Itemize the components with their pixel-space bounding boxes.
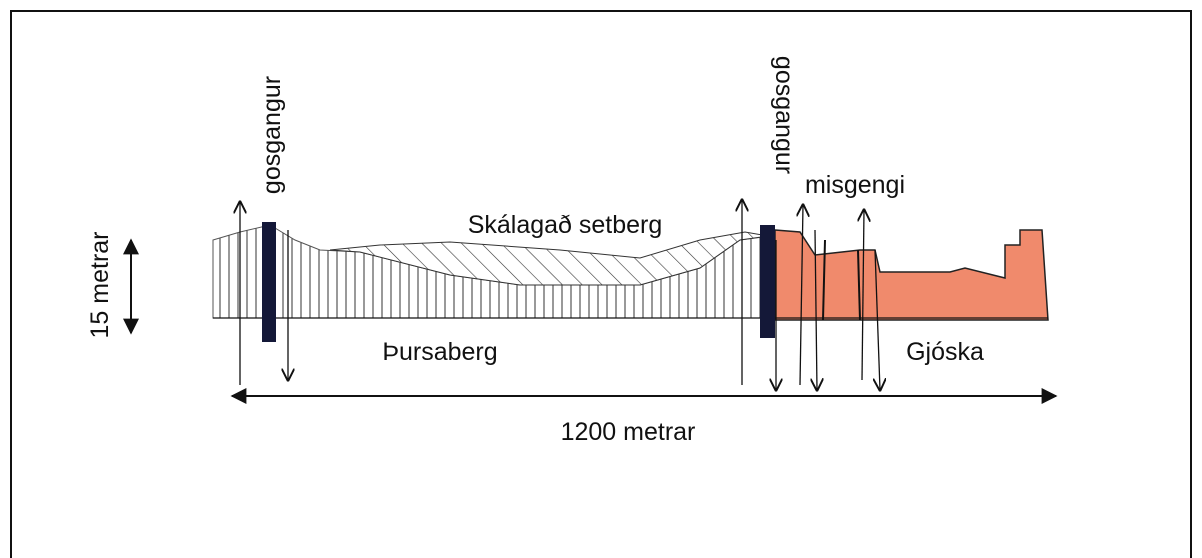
- dike-right: [760, 225, 775, 338]
- dike-label: gosgangur: [258, 76, 286, 194]
- diagram: gosgangur gosgangur misgengi Skálagað se…: [0, 0, 1202, 558]
- dike-left: [262, 222, 276, 342]
- layer-label: Gjóska: [906, 338, 984, 366]
- layer-label: Þursaberg: [382, 338, 497, 366]
- dike-label: gosgangur: [770, 56, 798, 174]
- layer-label: Skálagað setberg: [468, 211, 663, 239]
- scale-label: 15 metrar: [86, 232, 114, 339]
- scale-label: 1200 metrar: [561, 418, 696, 446]
- fault-label: misgengi: [805, 171, 905, 199]
